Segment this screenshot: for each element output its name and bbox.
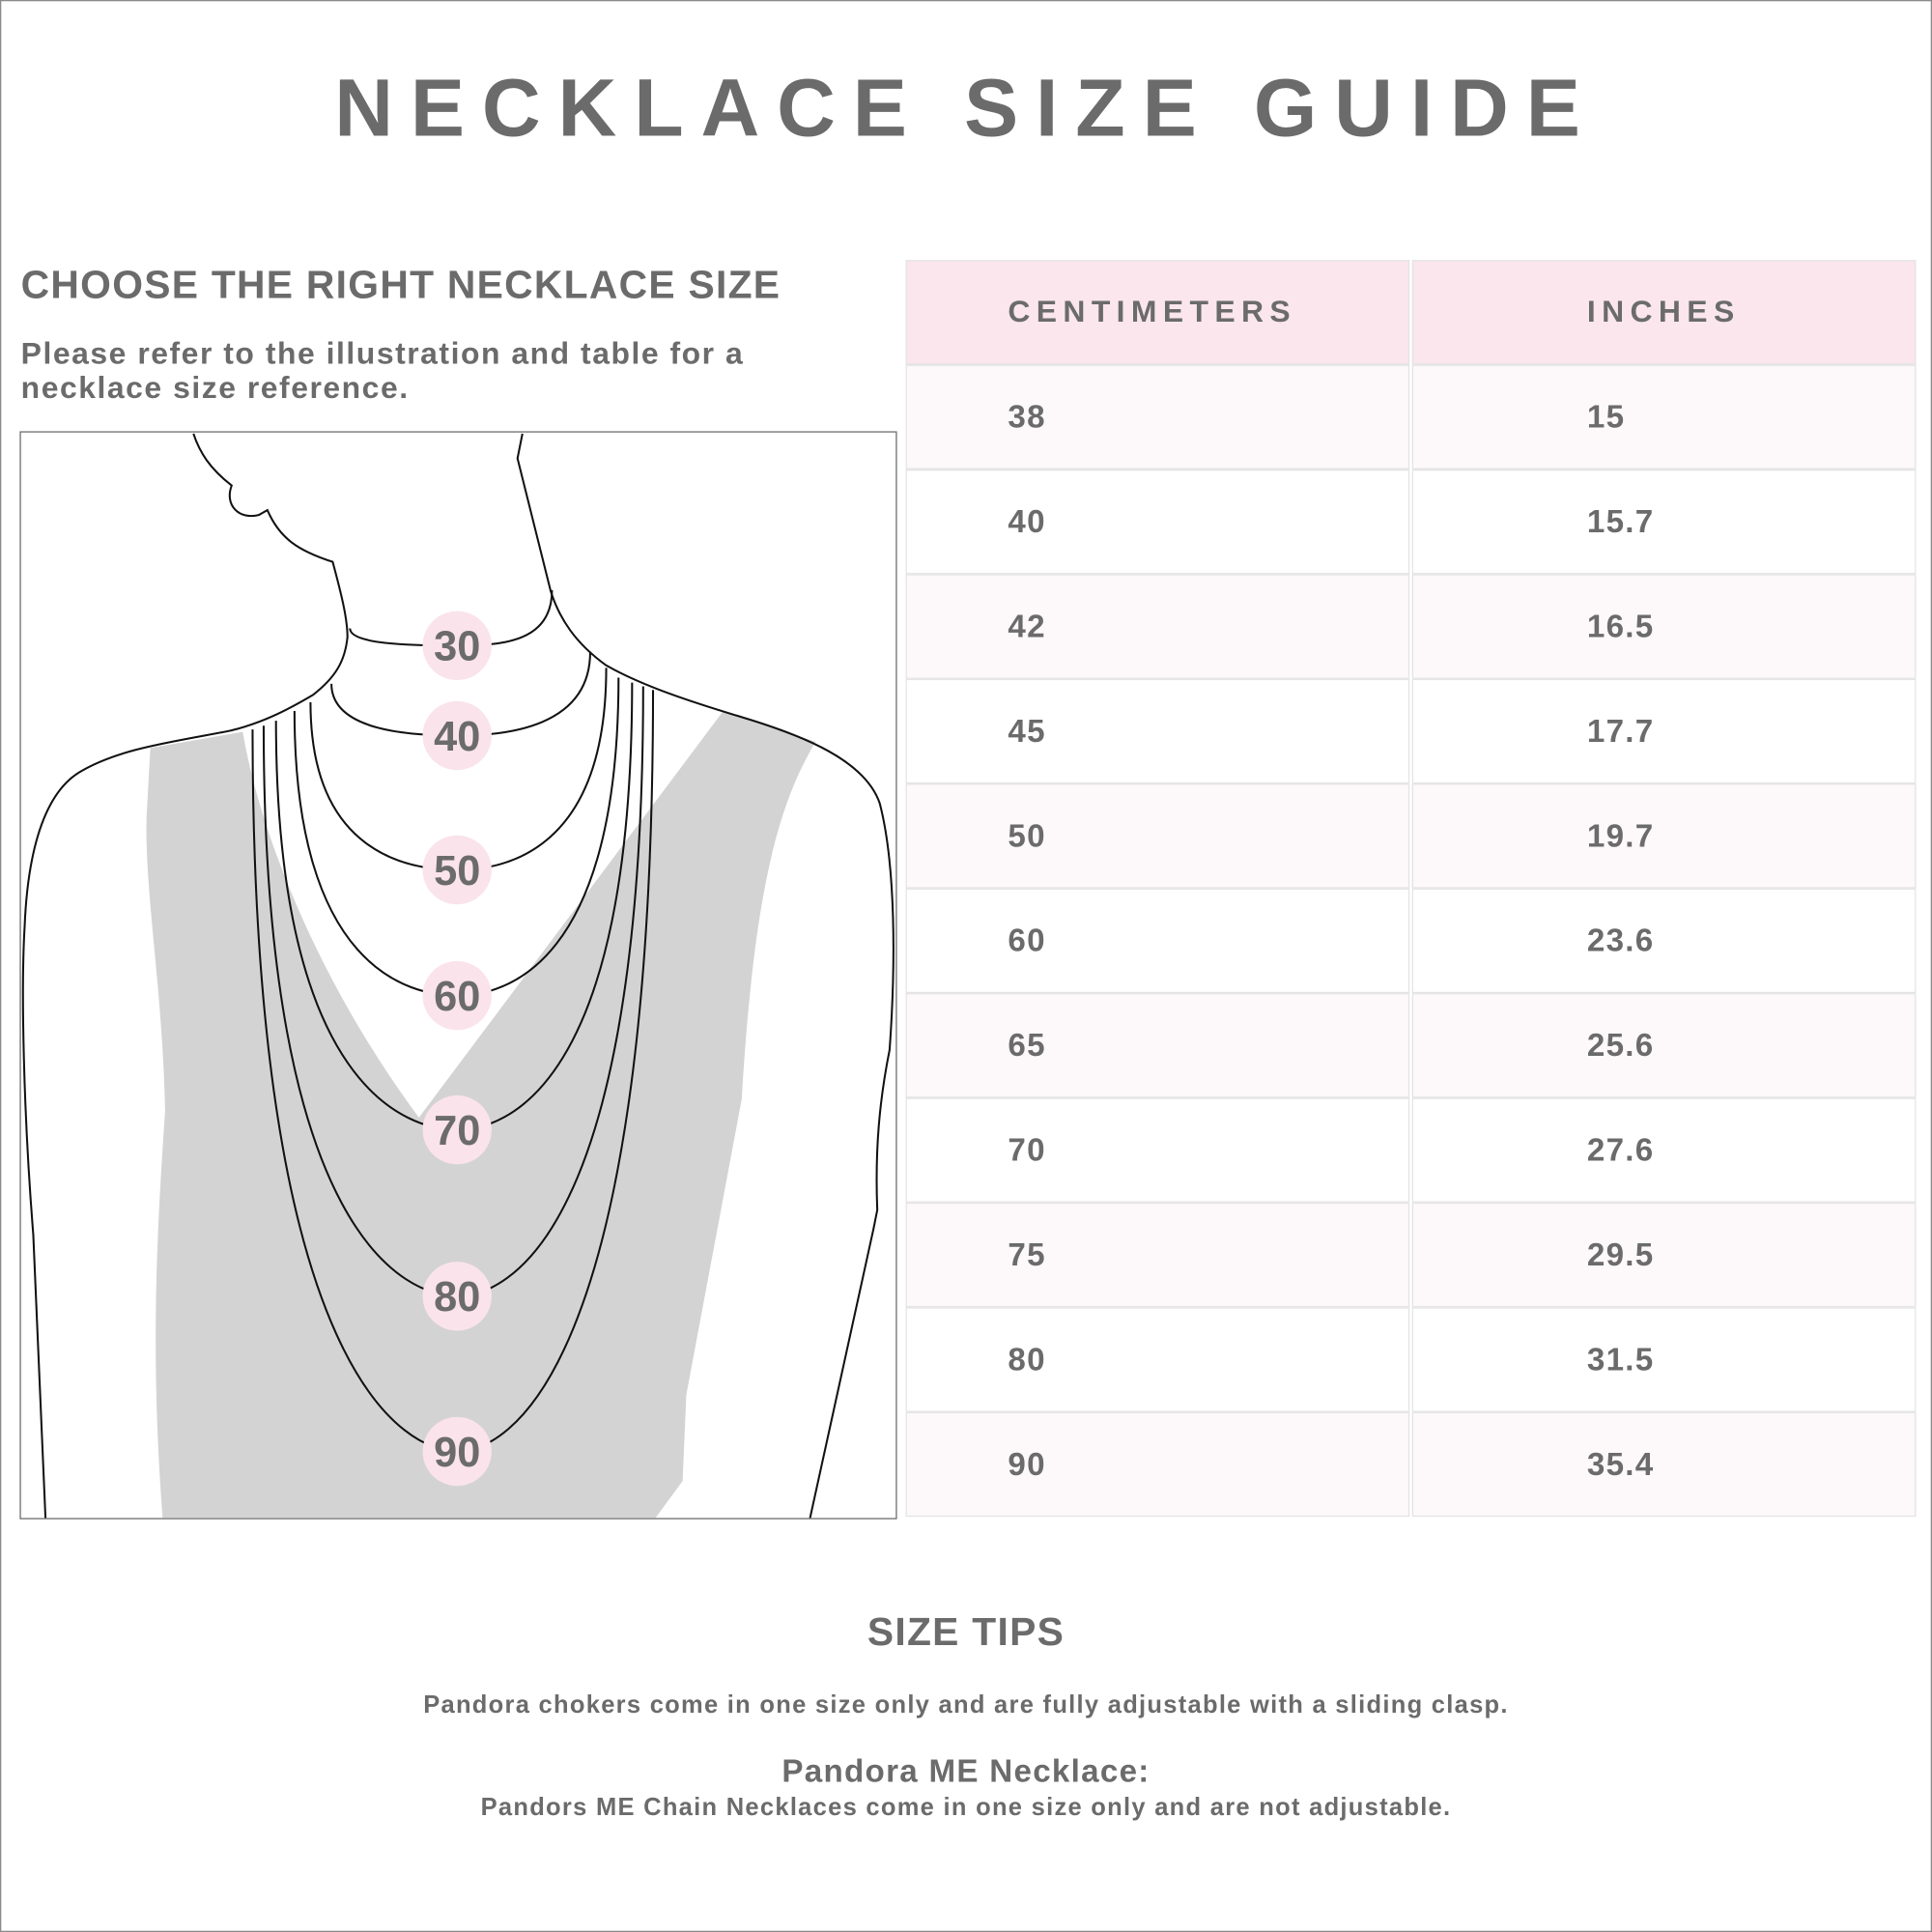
- inches-cell: 35.4: [1411, 1411, 1917, 1518]
- table-row: 90 35.4: [905, 1411, 1917, 1518]
- length-label: 70: [434, 1108, 480, 1154]
- section-heading: CHOOSE THE RIGHT NECKLACE SIZE: [20, 262, 781, 307]
- intro-text: Please refer to the illustration and tab…: [20, 336, 745, 406]
- inches-cell: 17.7: [1411, 678, 1917, 784]
- length-badge: [422, 1262, 492, 1331]
- header-inches: INCHES: [1411, 260, 1917, 365]
- head-left-outline: [21, 433, 349, 1519]
- length-badge: [422, 1416, 492, 1487]
- inches-cell: 16.5: [1411, 574, 1917, 679]
- table-row: 75 29.5: [905, 1202, 1917, 1308]
- size-table: CENTIMETERS INCHES 38 15 40 15.7 42 16.5 45 17.…: [905, 260, 1917, 1518]
- table-row: 38 15: [905, 364, 1917, 469]
- centimeters-cell: 65: [905, 993, 1410, 1098]
- centimeters-cell: 60: [905, 888, 1410, 994]
- length-label: 50: [434, 848, 480, 895]
- length-label: 60: [434, 974, 480, 1020]
- length-badge: [422, 700, 492, 771]
- inches-cell: 29.5: [1411, 1202, 1917, 1308]
- chokers-tip: Pandora chokers come in one size only an…: [423, 1691, 1509, 1719]
- inches-cell: 31.5: [1411, 1307, 1917, 1412]
- length-badge: [422, 611, 492, 681]
- table-row: 45 17.7: [905, 678, 1917, 784]
- table-row: 60 23.6: [905, 888, 1917, 994]
- table-row: 65 25.6: [905, 993, 1917, 1098]
- page-title: NECKLACE SIZE GUIDE: [334, 61, 1598, 154]
- neck-right-outline: [516, 433, 895, 1519]
- centimeters-cell: 38: [905, 364, 1410, 469]
- centimeters-cell: 90: [905, 1411, 1410, 1518]
- me-necklace-heading: Pandora ME Necklace:: [781, 1751, 1151, 1790]
- length-label: 30: [434, 624, 480, 670]
- centimeters-cell: 70: [905, 1097, 1410, 1203]
- length-badge: [422, 960, 492, 1031]
- table-row: 70 27.6: [905, 1097, 1917, 1203]
- centimeters-cell: 42: [905, 574, 1410, 679]
- inches-cell: 15: [1411, 364, 1917, 469]
- inches-cell: 19.7: [1411, 783, 1917, 889]
- centimeters-cell: 50: [905, 783, 1410, 889]
- inches-cell: 23.6: [1411, 888, 1917, 994]
- centimeters-cell: 40: [905, 469, 1410, 575]
- length-label: 40: [434, 714, 480, 760]
- inches-cell: 15.7: [1411, 469, 1917, 575]
- table-row: 42 16.5: [905, 574, 1917, 679]
- inches-cell: 25.6: [1411, 993, 1917, 1098]
- length-label: 90: [434, 1430, 480, 1476]
- table-header-row: CENTIMETERS INCHES: [905, 260, 1917, 365]
- inches-cell: 27.6: [1411, 1097, 1917, 1203]
- centimeters-cell: 45: [905, 678, 1410, 784]
- centimeters-cell: 80: [905, 1307, 1410, 1412]
- header-centimeters: CENTIMETERS: [905, 260, 1410, 365]
- centimeters-cell: 75: [905, 1202, 1410, 1308]
- length-badge: [422, 1094, 492, 1165]
- length-label: 80: [434, 1274, 480, 1321]
- table-row: 80 31.5: [905, 1307, 1917, 1412]
- table-row: 50 19.7: [905, 783, 1917, 889]
- length-badge: [422, 835, 492, 905]
- size-tips-heading: SIZE TIPS: [867, 1608, 1065, 1654]
- table-row: 40 15.7: [905, 469, 1917, 575]
- necklace-illustration: 30 40 50 60 70 80 90: [19, 431, 897, 1520]
- me-necklace-tip: Pandors ME Chain Necklaces come in one s…: [480, 1794, 1452, 1822]
